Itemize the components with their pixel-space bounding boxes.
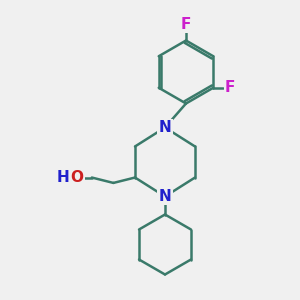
Text: F: F: [225, 80, 235, 95]
Text: N: N: [159, 120, 171, 135]
Text: F: F: [181, 17, 191, 32]
Text: O: O: [70, 170, 83, 185]
Text: N: N: [159, 189, 171, 204]
Text: H: H: [57, 170, 70, 185]
